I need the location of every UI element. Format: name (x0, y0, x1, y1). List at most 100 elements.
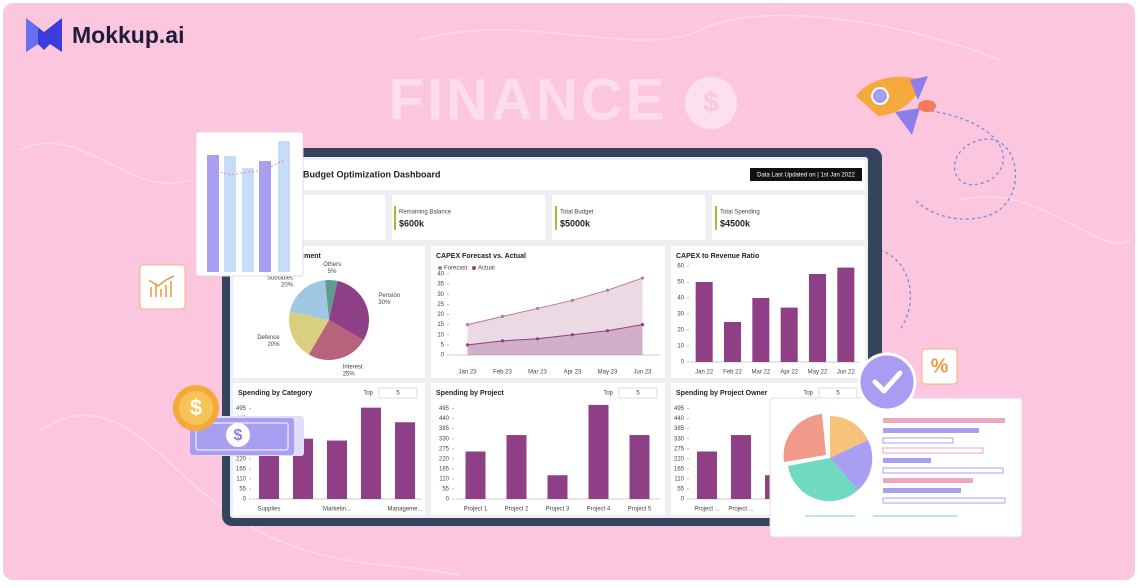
y-tick-label: 165 (674, 466, 685, 472)
pie-value-label: 20% (268, 342, 281, 348)
report-card (769, 397, 1023, 538)
illus-bar (278, 141, 290, 272)
area (467, 278, 643, 355)
x-tick-label: Project 1 (464, 507, 488, 513)
coin-face (179, 391, 213, 425)
bar (588, 404, 609, 499)
legend-swatch (438, 266, 442, 270)
bill-symbol: $ (234, 427, 243, 444)
y-tick-label: 35 (437, 282, 444, 288)
y-tick-label: 110 (439, 476, 449, 482)
illus-slice (783, 414, 826, 462)
y-tick-label: 220 (674, 456, 685, 462)
rocket-fin (895, 108, 920, 135)
y-tick-label: 0 (681, 497, 685, 503)
x-tick-label: Manageme... (387, 507, 422, 513)
illus-bar (242, 168, 254, 272)
dropdown-value: 5 (636, 391, 640, 397)
dropdown[interactable] (378, 387, 418, 399)
kpi-bg (552, 195, 705, 240)
y-tick-label: 25 (437, 302, 444, 308)
bar (697, 451, 717, 499)
bar (752, 298, 770, 362)
y-tick-label: 55 (677, 487, 684, 493)
y-tick-label: 495 (674, 406, 685, 412)
chart-title: Spending by Category (238, 390, 312, 397)
percent-symbol: % (931, 355, 949, 377)
point (465, 343, 470, 347)
x-tick-label: Project 5 (628, 507, 652, 513)
rocket-body (856, 76, 925, 116)
y-tick-label: 385 (439, 426, 450, 432)
y-tick-label: 0 (243, 497, 247, 503)
y-tick-label: 440 (439, 416, 450, 422)
kpi-value: $5000k (560, 218, 591, 228)
kpi-bg (392, 195, 545, 240)
point (570, 333, 575, 337)
coin-symbol: $ (190, 395, 202, 420)
illus-slice (830, 415, 868, 458)
bar (695, 282, 713, 362)
rocket (856, 76, 936, 135)
control-label: Top (803, 391, 813, 397)
x-tick-label: Project 2 (505, 507, 529, 513)
point (535, 306, 540, 311)
line (467, 277, 643, 326)
x-tick-label: Apr 22 (780, 370, 798, 376)
x-tick-label: Jan 22 (695, 370, 714, 376)
money-illustration: $ $ (173, 385, 304, 456)
x-tick-label: Apr 23 (564, 370, 582, 376)
dashed-paths (879, 109, 1017, 331)
x-tick-label: Jun 23 (633, 370, 652, 376)
control-label: Top (603, 391, 613, 397)
illus-bar (259, 161, 271, 272)
chart-title: Spending by Project Owner (676, 390, 768, 397)
bar (780, 307, 798, 362)
card (139, 264, 186, 310)
y-tick-label: 330 (674, 436, 685, 442)
y-tick-label: 10 (437, 332, 444, 338)
kpi-label: Remaining Balance (399, 210, 452, 216)
bar (259, 449, 279, 499)
y-tick-label: 60 (677, 264, 684, 270)
y-tick-label: 220 (439, 456, 450, 462)
y-tick-label: 10 (677, 344, 684, 350)
kpi-card: Total Spending $4500k (712, 195, 865, 240)
y-tick-label: 165 (439, 466, 450, 472)
y-tick-label: 330 (439, 436, 450, 442)
bar (724, 322, 741, 362)
y-tick-label: 495 (439, 406, 450, 412)
y-tick-label: 40 (437, 272, 444, 278)
update-text: Data Last Updated on | 1st Jan 2022 (757, 173, 855, 179)
point (605, 329, 610, 333)
legend-label: Actual (478, 266, 495, 272)
x-tick-label: Project ... (694, 507, 720, 513)
pie-slice (329, 280, 369, 341)
kpi-accent (715, 206, 717, 230)
rocket-nose (910, 76, 928, 100)
pie-slice (289, 311, 329, 355)
pie-label: Defence (257, 335, 280, 341)
point (500, 314, 505, 319)
dropdown[interactable] (618, 387, 658, 399)
bar (395, 422, 415, 499)
panel (431, 246, 665, 378)
chart-title: CAPEX Forecast vs. Actual (436, 253, 526, 260)
kpi-bg (712, 195, 865, 240)
point (535, 337, 540, 341)
bar (731, 435, 751, 499)
point (465, 323, 470, 327)
y-tick-label: 55 (239, 487, 246, 493)
x-tick-label: Jun 22 (837, 370, 856, 376)
hero-title: FINANCE (389, 67, 668, 132)
kpi-label: Total Spending (720, 210, 760, 216)
y-tick-label: 20 (677, 328, 684, 334)
y-tick-label: 20 (437, 312, 444, 318)
logo: Mokkup.ai (26, 18, 184, 52)
chart-title: CAPEX to Revenue Ratio (676, 253, 759, 260)
point (640, 276, 645, 280)
y-tick-label: 110 (236, 476, 246, 482)
y-tick-label: 30 (677, 312, 684, 318)
y-tick-label: 385 (674, 426, 685, 432)
